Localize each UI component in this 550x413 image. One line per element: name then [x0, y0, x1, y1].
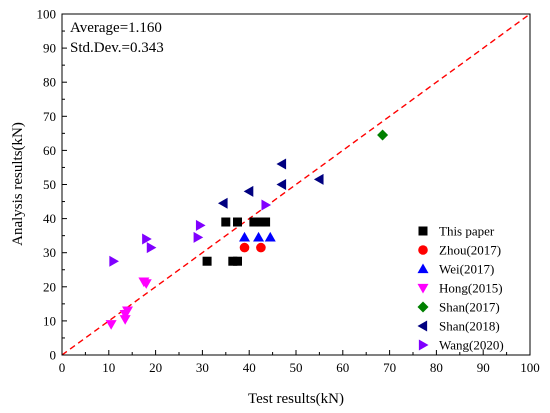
y-tick-label: 70: [43, 109, 56, 124]
data-markers: [105, 129, 389, 330]
data-point: [195, 219, 206, 231]
y-axis: 0 10 20 30 40 50 60 70 80 90 100: [37, 7, 67, 363]
y-tick-label: 10: [43, 313, 56, 328]
data-point: [233, 217, 242, 227]
y-axis-title: Analysis results(kN): [10, 122, 26, 246]
data-point: [233, 256, 242, 266]
y-tick-label: 50: [43, 177, 56, 192]
legend-marker: [417, 283, 429, 294]
y-tick-label: 40: [43, 211, 56, 226]
x-axis-title: Test results(kN): [248, 391, 344, 407]
data-point: [276, 179, 287, 190]
data-point: [202, 256, 212, 266]
x-tick-label: 100: [520, 360, 540, 375]
data-point: [261, 199, 272, 211]
data-point: [239, 242, 250, 253]
legend-marker: [417, 301, 429, 313]
x-tick-label: 0: [59, 360, 66, 375]
legend-label: Hong(2015): [439, 281, 503, 296]
x-tick-label: 20: [149, 360, 162, 375]
y-tick-label: 20: [43, 279, 56, 294]
data-point: [119, 315, 131, 325]
data-point: [193, 231, 204, 243]
data-point: [217, 197, 228, 209]
x-tick-label: 40: [243, 360, 256, 375]
legend-label: Wei(2017): [439, 262, 494, 277]
data-point: [261, 217, 271, 227]
data-point: [313, 173, 324, 185]
statistics-annotation: Average=1.160 Std.Dev.=0.343: [70, 20, 164, 56]
legend-label: Wang(2020): [439, 338, 504, 353]
data-point: [142, 233, 152, 245]
data-point: [140, 279, 152, 289]
legend-marker: [417, 263, 429, 274]
data-point: [256, 217, 266, 227]
data-point: [243, 185, 254, 197]
data-point: [253, 231, 265, 242]
data-point: [146, 242, 157, 254]
legend-marker: [417, 320, 428, 332]
x-tick-label: 60: [336, 360, 349, 375]
data-point: [249, 217, 259, 227]
legend-marker: [418, 339, 429, 351]
data-point: [276, 158, 287, 170]
data-point: [377, 129, 389, 141]
data-point: [105, 320, 117, 330]
data-point: [228, 256, 238, 266]
data-point: [122, 306, 134, 317]
legend-label: Shan(2018): [439, 319, 500, 334]
data-point: [221, 217, 231, 227]
stddev-annotation: Std.Dev.=0.343: [70, 40, 164, 56]
y-tick-label: 80: [43, 75, 56, 90]
x-tick-label: 10: [102, 360, 115, 375]
y-tick-label: 30: [43, 245, 56, 260]
legend-marker: [418, 226, 428, 236]
y-tick-label: 60: [43, 143, 56, 158]
reference-line: [61, 13, 531, 356]
x-tick-label: 90: [477, 360, 490, 375]
data-point: [109, 255, 119, 267]
x-tick-label: 80: [430, 360, 443, 375]
x-tick-label: 50: [290, 360, 303, 375]
data-point: [264, 231, 276, 242]
data-point: [239, 231, 251, 242]
legend-marker: [418, 245, 428, 255]
reference-line-group: [61, 13, 531, 356]
data-point: [256, 242, 266, 253]
y-tick-label: 0: [50, 348, 57, 363]
legend-label: This paper: [439, 224, 495, 239]
x-tick-label: 70: [383, 360, 396, 375]
x-tick-label: 30: [196, 360, 209, 375]
x-axis: 0 10 20 30 40 50 60 70 80 90 100: [59, 350, 540, 375]
average-annotation: Average=1.160: [70, 20, 162, 36]
y-tick-label: 100: [37, 7, 57, 22]
legend: This paper Zhou(2017) Wei(2017) Hong(2015) S…: [417, 224, 504, 353]
legend-label: Zhou(2017): [439, 243, 501, 258]
legend-label: Shan(2017): [439, 300, 500, 315]
y-tick-label: 90: [43, 41, 56, 56]
